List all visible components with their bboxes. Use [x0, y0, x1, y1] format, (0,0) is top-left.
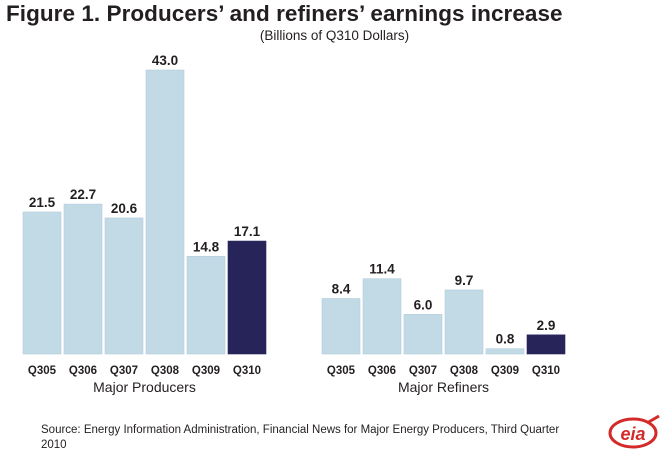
refiners-value-label-q310: 2.9 — [537, 318, 556, 333]
producers-value-label-q310: 17.1 — [234, 224, 261, 239]
producers-value-label-q306: 22.7 — [70, 187, 96, 202]
chart-subtitle: (Billions of Q310 Dollars) — [259, 28, 410, 43]
refiners-category-q306: Q306 — [368, 365, 396, 377]
producers-value-label-q308: 43.0 — [152, 53, 178, 68]
refiners-category-q310: Q310 — [532, 365, 560, 377]
producers-value-label-q307: 20.6 — [111, 201, 138, 216]
refiners-value-label-q307: 6.0 — [414, 297, 433, 312]
refiners-group-label: Major Refiners — [398, 379, 489, 395]
refiners-value-label-q306: 11.4 — [369, 262, 395, 277]
source-note: Source: Energy Information Administratio… — [41, 424, 560, 451]
eia-logo: eia — [608, 414, 660, 449]
refiners-bar-q305 — [321, 298, 361, 355]
refiners-bar-q307 — [403, 314, 443, 355]
producers-bar-q305 — [22, 211, 62, 355]
refiners-bar-q309 — [485, 348, 525, 355]
producers-category-q308: Q308 — [151, 365, 180, 377]
producers-category-q309: Q309 — [192, 365, 220, 377]
producers-bar-q309 — [186, 255, 226, 355]
producers-bar-q308 — [145, 69, 185, 355]
refiners-value-label-q308: 9.7 — [455, 273, 474, 288]
chart-title: Figure 1. Producers’ and refiners’ earni… — [6, 1, 563, 26]
producers-value-label-q309: 14.8 — [193, 239, 220, 254]
producers-category-q305: Q305 — [28, 365, 57, 377]
refiners-value-label-q309: 0.8 — [496, 332, 515, 347]
producers-group-label: Major Producers — [93, 379, 196, 395]
refiners-category-q309: Q309 — [491, 365, 519, 377]
producers-bar-q307 — [104, 217, 144, 355]
svg-text:eia: eia — [620, 424, 645, 444]
producers-category-q306: Q306 — [69, 365, 97, 377]
refiners-value-label-q305: 8.4 — [332, 282, 351, 297]
refiners-category-q308: Q308 — [450, 365, 479, 377]
producers-value-label-q305: 21.5 — [29, 195, 56, 210]
refiners-bar-q310 — [526, 334, 566, 355]
refiners-bar-q308 — [444, 289, 484, 355]
producers-bar-q310 — [227, 240, 267, 355]
producers-category-q310: Q310 — [233, 365, 261, 377]
refiners-category-q305: Q305 — [327, 365, 356, 377]
producers-bar-q306 — [63, 203, 103, 355]
refiners-bar-q306 — [362, 278, 402, 355]
producers-category-q307: Q307 — [110, 365, 138, 377]
refiners-category-q307: Q307 — [409, 365, 437, 377]
